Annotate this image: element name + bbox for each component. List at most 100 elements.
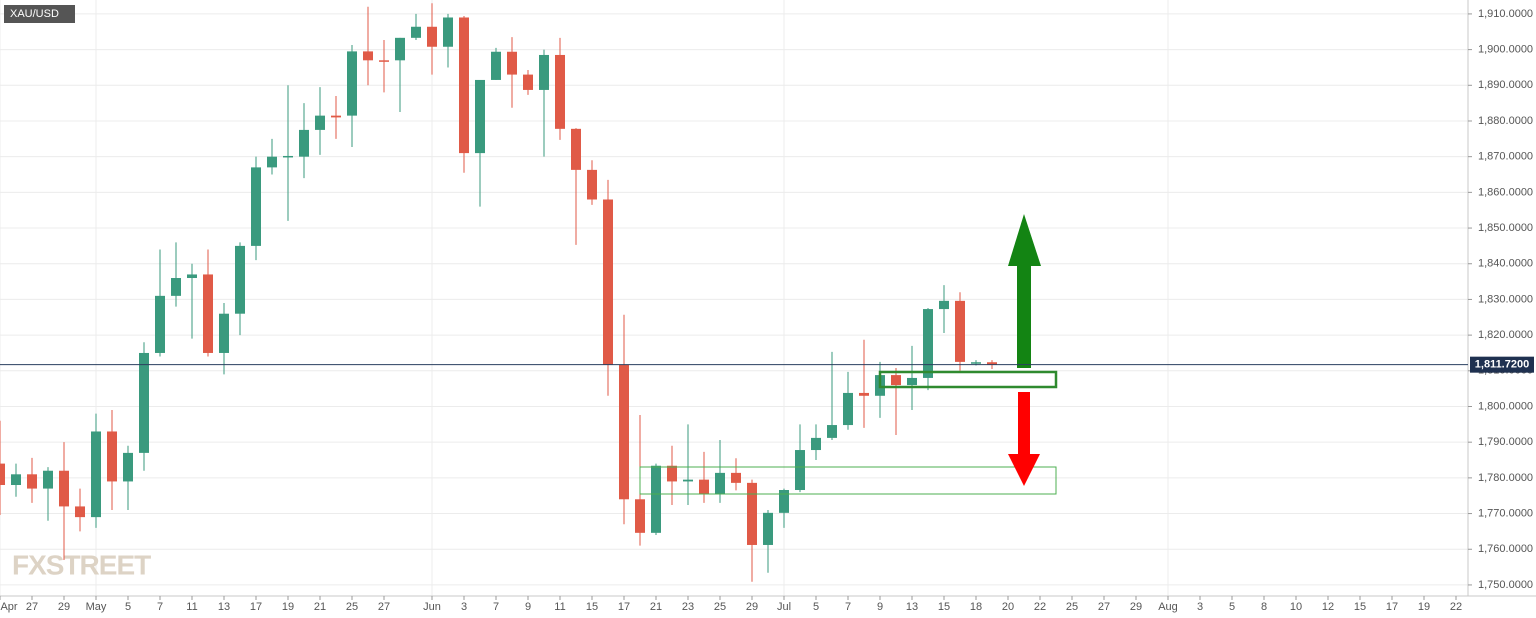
x-tick-label: 17 (1386, 601, 1398, 613)
candle-body (123, 452, 133, 482)
y-tick-label: 1,750.0000 (1478, 579, 1533, 591)
candle-body (859, 392, 869, 396)
candle-body (667, 465, 677, 482)
x-tick-label: 11 (186, 601, 197, 613)
candle-body (187, 274, 197, 279)
x-tick-label: 7 (157, 601, 163, 613)
x-tick-label: 7 (493, 601, 499, 613)
candle-body (555, 54, 565, 129)
candle-body (651, 465, 661, 533)
y-tick-label: 1,890.0000 (1478, 79, 1533, 91)
x-tick-label: 22 (1034, 601, 1046, 613)
x-tick-label: 11 (554, 601, 565, 613)
y-tick-label: 1,900.0000 (1478, 44, 1533, 56)
candle-body (971, 362, 981, 364)
x-tick-label: 15 (1354, 601, 1366, 613)
candle-body (731, 472, 741, 483)
x-tick-label: May (86, 601, 107, 613)
candle-body (0, 463, 5, 486)
x-tick-label: 9 (525, 601, 531, 613)
y-tick-label: 1,870.0000 (1478, 151, 1533, 163)
candle-body (539, 54, 549, 90)
candle-body (411, 26, 421, 38)
candle-body (715, 472, 725, 494)
candle-body (75, 506, 85, 518)
y-tick-label: 1,880.0000 (1478, 115, 1533, 127)
x-tick-label: 21 (650, 601, 662, 613)
candle-body (27, 474, 37, 489)
candles (0, 3, 997, 582)
candle-body (683, 479, 693, 482)
x-tick-label: 5 (125, 601, 131, 613)
current-price-box (1470, 356, 1534, 373)
candle-body (843, 392, 853, 426)
candle-body (763, 512, 773, 545)
x-tick-label: Apr (0, 601, 17, 613)
candle-body (491, 51, 501, 80)
x-tick-label: 19 (1418, 601, 1430, 613)
x-tick-label: 17 (250, 601, 262, 613)
x-tick-label: 25 (714, 601, 726, 613)
candle-body (155, 295, 165, 353)
candle-body (443, 17, 453, 47)
axes: 1,750.0000 1,760.0000 1,770.0000 1,780.0000… (0, 8, 1534, 613)
support-zone (878, 370, 1058, 389)
candle-body (315, 115, 325, 130)
x-tick-label: 17 (618, 601, 630, 613)
x-tick-label: 5 (813, 601, 819, 613)
down-arrow-head (1008, 454, 1040, 486)
x-tick-label: 25 (346, 601, 358, 613)
y-tick-label: 1,840.0000 (1478, 258, 1533, 270)
x-tick-label: 3 (1197, 601, 1203, 613)
candle-body (571, 128, 581, 170)
candle-body (219, 313, 229, 353)
candle-body (603, 199, 613, 365)
x-tick-label: 5 (1229, 601, 1235, 613)
candle-body (523, 74, 533, 90)
x-tick-label: 27 (26, 601, 38, 613)
candle-body (299, 129, 309, 157)
candle-body (363, 51, 373, 61)
candle-body (635, 499, 645, 533)
x-tick-label: 12 (1322, 601, 1334, 613)
x-tick-label: 13 (218, 601, 230, 613)
candle-body (203, 274, 213, 353)
candle-body (795, 450, 805, 491)
x-tick-label: 21 (314, 601, 326, 613)
y-tick-label: 1,780.0000 (1478, 472, 1533, 484)
candle-body (747, 482, 757, 545)
y-tick-label: 1,850.0000 (1478, 222, 1533, 234)
candle-body (587, 169, 597, 200)
candle-body (507, 51, 517, 75)
x-tick-label: 3 (461, 601, 467, 613)
candle-body (907, 377, 917, 386)
x-tick-label: Jul (777, 601, 791, 613)
y-tick-label: 1,830.0000 (1478, 293, 1533, 305)
x-tick-label: 27 (1098, 601, 1110, 613)
candle-body (267, 156, 277, 168)
y-tick-label: 1,910.0000 (1478, 8, 1533, 20)
y-tick-label: 1,860.0000 (1478, 186, 1533, 198)
down-arrow-shaft (1018, 392, 1030, 456)
x-tick-label: 22 (1450, 601, 1462, 613)
candle-body (43, 470, 53, 489)
x-tick-label: 9 (877, 601, 883, 613)
up-arrow-shaft (1017, 264, 1031, 368)
candle-body (459, 17, 469, 154)
candle-body (395, 37, 405, 61)
y-tick-label: 1,790.0000 (1478, 436, 1533, 448)
x-tick-label: 29 (746, 601, 758, 613)
candle-body (619, 364, 629, 500)
candle-body (955, 300, 965, 362)
x-tick-label: 13 (906, 601, 918, 613)
candle-body (91, 431, 101, 518)
candle-body (171, 278, 181, 296)
candle-body (779, 490, 789, 513)
x-tick-label: 29 (58, 601, 70, 613)
candle-body (331, 115, 341, 118)
watermark: FXSTREET (12, 549, 151, 580)
candle-body (107, 431, 117, 482)
y-tick-label: 1,820.0000 (1478, 329, 1533, 341)
